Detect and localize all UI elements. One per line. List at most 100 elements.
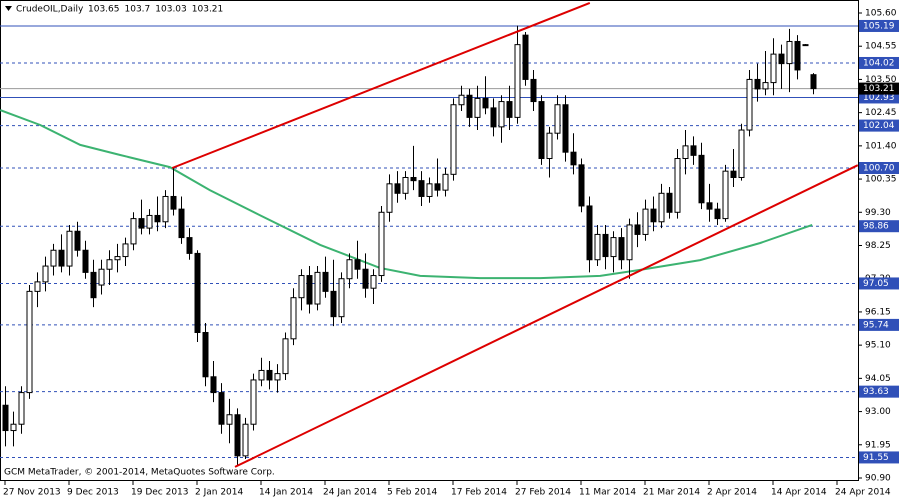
candle-body — [418, 180, 425, 197]
candle-body — [154, 214, 161, 223]
level-label-box — [859, 56, 899, 69]
trendline — [171, 1, 591, 169]
candle-body — [610, 237, 617, 258]
candle-body — [82, 249, 89, 273]
y-tick-label: 91.95 — [865, 440, 891, 450]
x-tick-label: 27 Feb 2014 — [515, 488, 571, 498]
trendline — [234, 164, 858, 468]
level-label-box — [859, 451, 899, 464]
candle-body — [578, 164, 585, 207]
y-tick-label: 98.25 — [865, 241, 891, 251]
candle-body — [10, 423, 17, 432]
header-low: 103.03 — [155, 5, 187, 15]
candle-body — [170, 195, 177, 210]
candle-body — [346, 259, 353, 280]
candle-body — [362, 268, 369, 289]
y-tick-label: 93.00 — [865, 407, 891, 417]
candle-body — [18, 392, 25, 425]
candle-body — [66, 230, 73, 267]
x-tick-label: 11 Mar 2014 — [579, 488, 636, 498]
candle-body — [74, 230, 81, 251]
candle-body — [762, 82, 769, 90]
candle-body — [770, 53, 777, 84]
candle-body — [314, 271, 321, 305]
candle-body — [202, 331, 209, 378]
candle-body — [210, 376, 217, 394]
candle-body — [34, 281, 41, 292]
candle-body — [442, 173, 449, 191]
candle-body — [394, 183, 401, 194]
candle-body — [682, 145, 689, 160]
candle-body — [306, 275, 313, 305]
candle-body — [282, 338, 289, 375]
menu-arrow[interactable] — [5, 6, 12, 11]
header-open: 103.65 — [88, 5, 120, 15]
candle-body — [674, 158, 681, 213]
x-tick-label: 17 Feb 2014 — [451, 488, 507, 498]
candle-body — [322, 271, 329, 292]
candle-body — [138, 218, 145, 229]
candle-body — [698, 154, 705, 204]
level-label: 105.19 — [863, 21, 895, 31]
y-tick-label: 90.90 — [865, 474, 891, 484]
candle-body — [266, 369, 273, 381]
candle-body — [378, 211, 385, 277]
candle-body — [450, 104, 457, 175]
candle-body — [90, 271, 97, 299]
level-label-box — [859, 277, 899, 290]
candle-body — [538, 101, 545, 160]
candle-body — [738, 129, 745, 178]
candle-body — [802, 44, 809, 47]
candle-body — [130, 218, 137, 245]
y-tick-label: 100.35 — [865, 175, 897, 185]
footer: GCM MetaTrader, © 2001-2014, MetaQuotes … — [4, 468, 275, 478]
level-label-box — [859, 318, 899, 331]
x-tick-label: 9 Dec 2013 — [67, 488, 119, 498]
candle-body — [250, 379, 257, 425]
candle-body — [50, 249, 57, 267]
y-tick-label: 101.40 — [865, 141, 897, 151]
candle-body — [602, 233, 609, 258]
y-tick-label: 102.45 — [865, 108, 897, 118]
candle-body — [498, 101, 505, 128]
candle-body — [666, 192, 673, 213]
candle-body — [634, 224, 641, 235]
candle-body — [650, 208, 657, 223]
candle-body — [562, 104, 569, 153]
candle-body — [546, 132, 553, 160]
level-label-box — [859, 162, 899, 174]
candle-body — [338, 278, 345, 318]
level-label: 91.55 — [863, 453, 889, 463]
level-label-box — [859, 220, 899, 233]
price-label: 103.21 — [863, 84, 895, 94]
candle-body — [466, 94, 473, 118]
candle-body — [778, 53, 785, 65]
symbol: CrudeOIL,Daily — [16, 5, 84, 15]
candle-body — [122, 243, 129, 258]
candle-body — [42, 265, 49, 283]
level-label: 95.74 — [863, 320, 889, 330]
y-tick-label: 99.30 — [865, 208, 891, 218]
candle-body — [242, 423, 249, 457]
candle-body — [274, 373, 281, 381]
candle-body — [178, 208, 185, 239]
candle-body — [58, 249, 65, 267]
x-tick-label: 2 Jan 2014 — [195, 488, 243, 498]
candle-body — [794, 40, 801, 71]
candle-body — [330, 290, 337, 318]
candle-body — [458, 94, 465, 106]
price-label-box — [859, 82, 899, 95]
candle-body — [434, 183, 441, 191]
candle-body — [162, 195, 169, 223]
candle-body — [730, 170, 737, 178]
candle-body — [402, 176, 409, 194]
level-label: 102.04 — [863, 121, 895, 131]
candle-body — [194, 252, 201, 333]
candle-body — [490, 107, 497, 128]
candle-body — [586, 205, 593, 261]
candle-body — [626, 224, 633, 261]
x-tick-label: 2 Apr 2014 — [707, 488, 757, 498]
plot-frame — [0, 0, 859, 481]
candle-body — [474, 97, 481, 118]
